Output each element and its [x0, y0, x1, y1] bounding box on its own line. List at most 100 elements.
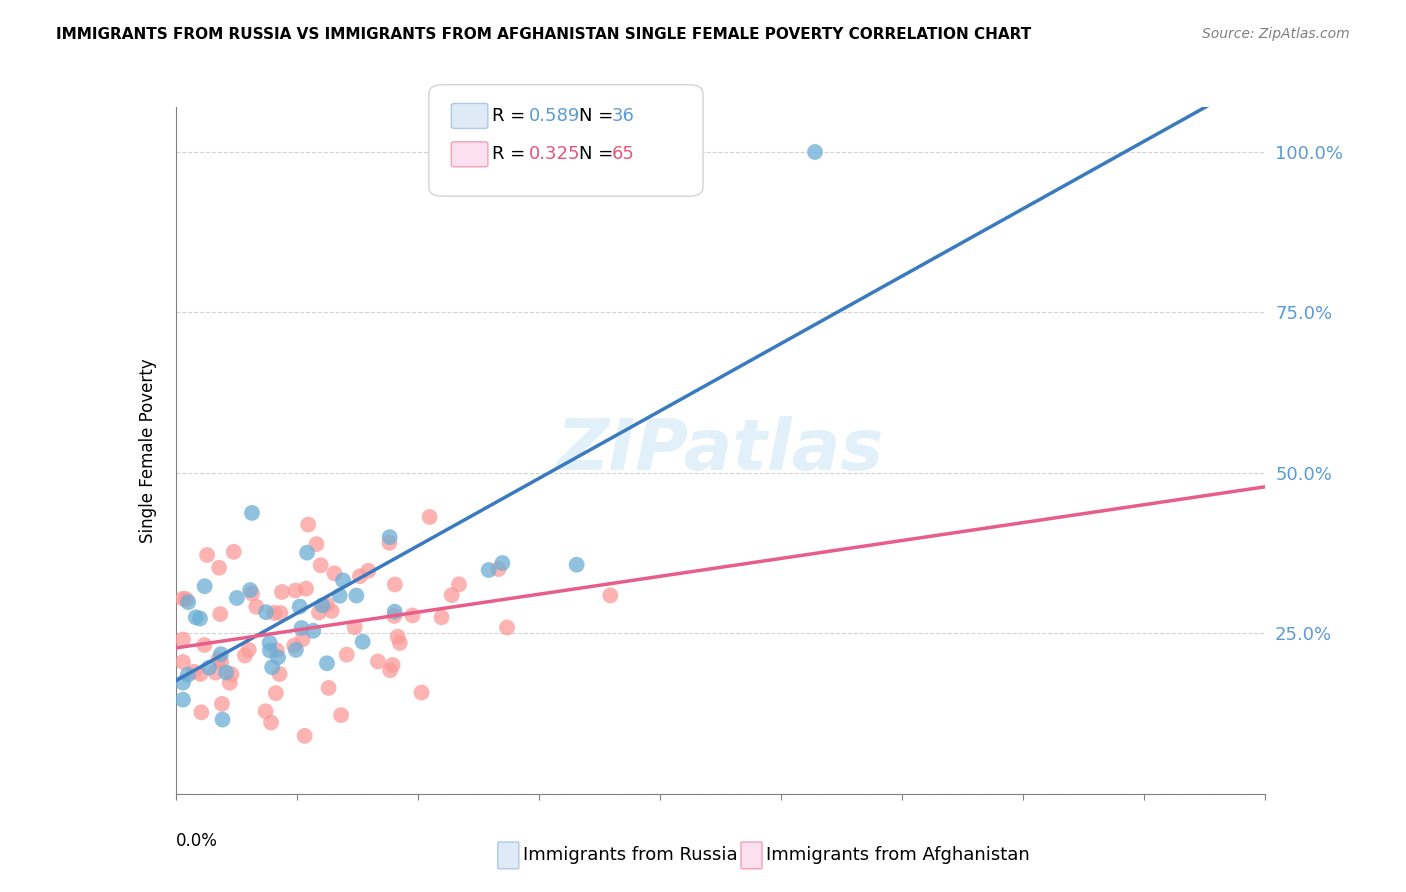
Point: [302, 624, 325, 638]
Point: [440, 588, 463, 602]
Point: [343, 620, 366, 634]
Point: [288, 599, 311, 614]
Point: [488, 562, 510, 576]
Point: [565, 558, 588, 572]
Y-axis label: Single Female Poverty: Single Female Poverty: [139, 359, 157, 542]
Point: [283, 639, 305, 653]
Point: [172, 675, 194, 690]
Text: Source: ZipAtlas.com: Source: ZipAtlas.com: [1202, 27, 1350, 41]
Point: [259, 643, 281, 657]
Point: [315, 598, 337, 612]
Text: ZIPatlas: ZIPatlas: [557, 416, 884, 485]
Point: [284, 583, 307, 598]
Point: [260, 715, 283, 730]
Point: [209, 607, 232, 621]
Point: [204, 665, 226, 680]
Point: [290, 621, 312, 635]
Point: [387, 630, 409, 644]
Point: [294, 729, 316, 743]
Point: [323, 566, 346, 581]
Point: [209, 647, 232, 661]
Point: [384, 577, 406, 591]
Text: Immigrants from Russia: Immigrants from Russia: [523, 846, 738, 863]
Point: [295, 582, 318, 596]
Point: [321, 604, 343, 618]
Point: [411, 685, 433, 699]
Point: [240, 586, 263, 600]
Point: [211, 697, 233, 711]
Point: [804, 145, 827, 159]
Point: [401, 608, 423, 623]
Point: [430, 610, 453, 624]
Point: [382, 609, 405, 624]
Point: [384, 605, 406, 619]
Point: [259, 636, 281, 650]
Point: [177, 667, 200, 681]
Point: [240, 506, 263, 520]
Point: [195, 548, 218, 562]
Point: [254, 605, 277, 619]
Point: [183, 665, 205, 679]
Text: N =: N =: [579, 145, 619, 163]
Point: [221, 667, 243, 681]
Point: [208, 561, 231, 575]
Point: [172, 591, 194, 606]
Point: [357, 564, 380, 578]
Text: R =: R =: [492, 107, 531, 125]
Point: [381, 657, 404, 672]
Point: [478, 563, 501, 577]
Point: [194, 579, 217, 593]
Point: [198, 660, 221, 674]
Point: [207, 652, 229, 666]
Point: [378, 530, 401, 544]
Point: [239, 583, 262, 598]
Point: [367, 655, 389, 669]
Point: [222, 545, 245, 559]
Point: [380, 663, 402, 677]
Point: [309, 558, 332, 573]
Point: [349, 569, 371, 583]
Point: [447, 577, 470, 591]
Point: [378, 536, 401, 550]
Point: [177, 595, 200, 609]
Point: [491, 556, 513, 570]
Point: [262, 660, 284, 674]
Point: [496, 620, 519, 634]
Point: [188, 611, 211, 625]
Point: [233, 648, 256, 663]
Text: 65: 65: [612, 145, 634, 163]
Point: [215, 665, 238, 680]
Point: [284, 643, 307, 657]
Point: [245, 599, 267, 614]
Point: [238, 642, 260, 657]
Point: [271, 585, 294, 599]
Point: [332, 574, 354, 588]
Point: [316, 657, 339, 671]
Point: [336, 648, 359, 662]
Point: [267, 650, 290, 665]
Point: [190, 706, 212, 720]
Point: [330, 708, 353, 723]
Point: [388, 636, 411, 650]
Point: [218, 675, 240, 690]
Point: [329, 589, 352, 603]
Point: [193, 638, 215, 652]
Point: [172, 692, 194, 706]
Text: N =: N =: [579, 107, 619, 125]
Point: [172, 655, 194, 669]
Point: [225, 591, 247, 605]
Text: 0.0%: 0.0%: [176, 831, 218, 850]
Point: [184, 610, 207, 624]
Point: [263, 606, 285, 620]
Point: [266, 643, 288, 657]
Point: [209, 655, 232, 669]
Point: [174, 592, 197, 607]
Point: [190, 667, 212, 681]
Point: [318, 681, 340, 695]
Point: [297, 517, 319, 532]
Text: R =: R =: [492, 145, 531, 163]
Point: [254, 704, 277, 718]
Text: 36: 36: [612, 107, 634, 125]
Point: [269, 667, 291, 681]
Point: [344, 589, 367, 603]
